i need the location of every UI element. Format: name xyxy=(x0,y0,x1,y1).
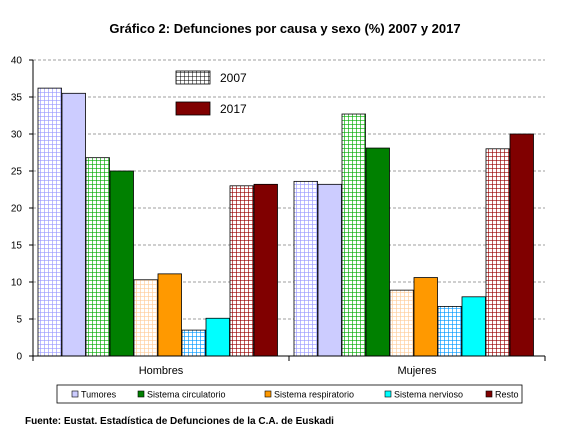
bar-mujeres-sistema-nervioso-2017 xyxy=(461,296,486,357)
legend-swatch-sistema-nervioso xyxy=(384,390,392,398)
bar-hombres-sistema-nervioso-2007 xyxy=(181,329,206,357)
bar-hombres-sistema-circulatorio-2007 xyxy=(85,157,110,357)
year-legend-label-2017: 2017 xyxy=(220,102,247,116)
bar-hombres-resto-2007 xyxy=(229,185,254,357)
bar-mujeres-sistema-respiratorio-2017 xyxy=(413,277,438,357)
bar-hombres-tumores-2007 xyxy=(37,87,62,357)
y-tick-label: 30 xyxy=(11,130,23,141)
bar-mujeres-tumores-2017 xyxy=(317,183,342,357)
bar-mujeres-resto-2017 xyxy=(509,133,534,357)
y-tick-label: 0 xyxy=(16,352,22,363)
y-tick-label: 10 xyxy=(11,278,23,289)
legend-swatch-sistema-circulatorio xyxy=(137,390,145,398)
chart-title: Gráfico 2: Defunciones por causa y sexo … xyxy=(109,21,460,36)
category-labels: Hombres Mujeres xyxy=(139,365,437,377)
y-tick-label: 5 xyxy=(16,315,22,326)
bar-mujeres-tumores-2007 xyxy=(293,180,318,357)
y-tick-label: 20 xyxy=(11,204,23,215)
axes xyxy=(29,59,546,361)
cause-legend-box xyxy=(56,384,523,404)
year-legend-label-2007: 2007 xyxy=(220,71,247,85)
legend-swatch-resto xyxy=(485,390,493,398)
y-tick-label: 35 xyxy=(11,93,23,104)
legend-label-sistema-nervioso: Sistema nervioso xyxy=(394,390,463,400)
legend-label-sistema-circulatorio: Sistema circulatorio xyxy=(147,390,226,400)
bar-hombres-sistema-nervioso-2017 xyxy=(205,317,230,357)
year-legend-swatch-2007 xyxy=(175,70,211,85)
legend-label-tumores: Tumores xyxy=(81,390,117,400)
cause-legend: Tumores Sistema circulatorio Sistema respi… xyxy=(71,390,519,400)
category-label-mujeres: Mujeres xyxy=(397,365,437,377)
legend-label-resto: Resto xyxy=(495,390,519,400)
y-tick-label: 15 xyxy=(11,241,23,252)
bar-hombres-tumores-2017 xyxy=(61,92,86,357)
bar-hombres-resto-2017 xyxy=(253,183,278,357)
bar-mujeres-resto-2007 xyxy=(485,148,510,357)
bar-mujeres-sistema-circulatorio-2017 xyxy=(365,147,390,357)
bar-mujeres-sistema-nervioso-2007 xyxy=(437,306,462,357)
bar-mujeres-sistema-respiratorio-2007 xyxy=(389,289,414,357)
y-tick-label: 25 xyxy=(11,167,23,178)
y-tick-label: 40 xyxy=(11,56,23,67)
legend-swatch-tumores xyxy=(71,390,79,398)
bar-hombres-sistema-respiratorio-2007 xyxy=(133,279,158,357)
legend-label-sistema-respiratorio: Sistema respiratorio xyxy=(274,390,354,400)
bar-hombres-sistema-respiratorio-2017 xyxy=(157,273,182,357)
source-note: Fuente: Eustat. Estadística de Defuncion… xyxy=(25,416,334,427)
bar-hombres-sistema-circulatorio-2017 xyxy=(109,170,134,357)
year-legend-swatch-2017 xyxy=(175,101,211,116)
y-tick-labels: 0 5 10 15 20 25 30 35 40 xyxy=(11,56,23,363)
legend-swatch-sistema-respiratorio xyxy=(264,390,272,398)
year-legend: 2007 2017 xyxy=(175,70,247,116)
category-label-hombres: Hombres xyxy=(139,365,184,377)
bar-mujeres-sistema-circulatorio-2007 xyxy=(341,113,366,357)
